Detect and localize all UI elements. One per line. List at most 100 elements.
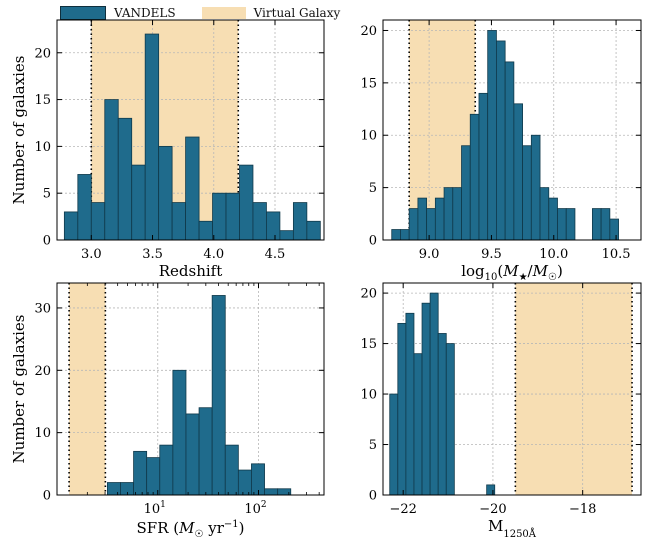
histogram-bar [478,92,489,240]
y-tick-label: 5 [369,438,377,453]
legend-item-vandels: VANDELS [60,6,176,20]
legend: VANDELS Virtual Galaxy [60,4,366,22]
x-tick-label: 3.0 [81,247,102,262]
histogram-bar [239,164,254,240]
y-tick-label: 20 [34,46,51,61]
y-tick-label: 10 [34,426,51,441]
panel-redshift-plot-area [57,20,324,240]
histogram-bar [224,444,239,495]
histogram-bar [434,197,445,240]
histogram-bar [565,208,576,240]
histogram-bar [77,174,92,240]
histogram-bar [185,413,200,495]
histogram-bar [131,164,146,240]
y-tick-label: 0 [43,234,51,249]
histogram-bar [408,208,419,240]
x-axis-label: M1250Å [488,517,537,540]
histogram-bar [600,208,611,240]
axes-frame [56,19,325,241]
histogram-bar [90,202,106,240]
axes-frame [56,282,325,496]
histogram-bar [443,187,454,240]
histogram-bar [171,202,187,240]
x-tick-label: 4.5 [265,247,286,262]
virtual-galaxy-band [515,283,633,495]
y-tick-label: 20 [34,364,51,379]
histogram-bar [530,134,541,240]
histogram-bar [264,488,279,495]
histogram-bar [144,33,160,240]
legend-label-vandels: VANDELS [114,6,176,20]
y-axis-label: Number of galaxies [10,315,28,464]
axes-frame [382,282,642,496]
histogram-bar [461,145,471,240]
y-tick-label: 10 [360,388,377,403]
histogram-bar [504,61,515,240]
y-tick-label: 15 [360,337,377,352]
histogram-bar [146,457,161,495]
panel-muv-plot-area [383,283,641,495]
legend-item-virtual-galaxy: Virtual Galaxy [201,6,341,20]
histogram-bar [133,450,148,495]
histogram-bar [185,136,200,240]
histogram-bar [548,197,558,240]
y-tick-label: 0 [369,489,377,504]
histogram-bar [513,103,523,240]
y-tick-label: 30 [34,301,51,316]
histogram-bar [172,369,187,495]
histogram-bar [266,211,281,240]
histogram-bar [306,220,321,240]
histogram-bar [487,30,497,240]
histogram-bar [413,353,423,495]
histogram-bar [496,40,506,240]
histogram-bar [417,197,428,240]
histogram-bar [591,208,602,240]
histogram-bar [292,202,308,240]
y-tick-label: 20 [360,287,377,302]
y-tick-label: 10 [34,140,51,155]
histogram-bar [445,343,455,495]
y-tick-label: 5 [369,181,377,196]
histogram-bar [251,463,265,495]
histogram-bar [426,208,436,240]
x-tick-label: 102 [244,500,266,517]
panel-sfr-plot-area [57,283,324,495]
histogram-bar [225,192,240,240]
y-tick-label: 15 [360,76,377,91]
x-tick-label: 9.0 [419,247,440,262]
x-axis-label: Redshift [159,262,223,280]
histogram-bar [421,302,431,495]
histogram-bar [212,192,227,240]
histogram-bar [159,444,174,495]
histogram-bar [198,220,213,240]
panel-stellar-mass: 9.0 9.5 10.0 10.5 0 5 10 15 20 log10(M★/M☉) [360,19,642,283]
histogram-bar [198,407,213,495]
histogram-bar [106,482,121,495]
panel-muv: −22 −20 −18 0 5 10 15 20 M1250Å [360,282,642,540]
histogram-bar [539,187,550,240]
y-tick-label: 10 [360,129,377,144]
x-tick-label: 101 [144,500,166,517]
histogram-bar [437,333,447,495]
legend-label-virtual-galaxy: Virtual Galaxy [253,6,341,20]
y-tick-label: 15 [34,93,51,108]
histogram-bar [557,208,567,240]
virtual-galaxy-band [69,283,106,495]
x-tick-label: −20 [479,502,506,517]
histogram-bar [237,469,252,495]
histogram-bar [277,488,292,495]
histogram-bar [279,230,294,240]
histogram-bar [63,211,79,240]
y-tick-label: 0 [369,234,377,249]
panel-stellar-mass-plot-area [383,20,641,240]
histogram-bar [211,295,226,495]
x-tick-label: −22 [389,502,416,517]
x-tick-label: 4.0 [203,247,224,262]
x-tick-label: 9.5 [481,247,502,262]
y-tick-label: 20 [360,24,377,39]
histogram-bar [522,145,532,240]
histogram-bar [158,145,173,240]
y-tick-label: 0 [43,489,51,504]
